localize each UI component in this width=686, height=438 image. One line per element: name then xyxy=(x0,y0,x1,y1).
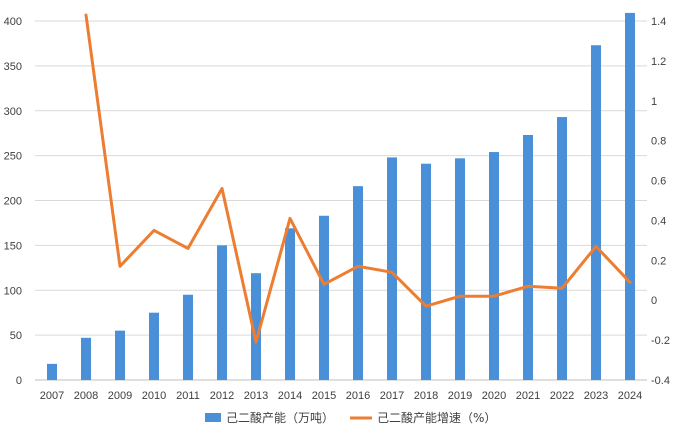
bar-series xyxy=(47,12,635,381)
legend: 己二酸产能（万吨） 己二酸产能增速（%） xyxy=(205,410,496,425)
x-tick-label: 2018 xyxy=(414,390,438,402)
right-axis-ticks: -0.4 -0.2 0 0.2 0.4 0.6 0.8 1 1.2 1.4 xyxy=(651,16,670,387)
bar xyxy=(523,134,533,380)
right-tick-label: 0.4 xyxy=(651,215,666,227)
x-tick-label: 2023 xyxy=(584,390,608,402)
right-tick-label: 0.2 xyxy=(651,255,666,267)
x-tick-label: 2022 xyxy=(550,390,574,402)
right-tick-label: 1.4 xyxy=(651,16,666,28)
bar xyxy=(387,157,397,380)
bar xyxy=(557,117,567,380)
x-axis-ticks: 2007 2008 2009 2010 2011 2012 2013 2014 2015 2016… xyxy=(40,390,642,402)
bar xyxy=(115,330,125,380)
legend-swatch-bar xyxy=(205,413,221,422)
x-tick-label: 2015 xyxy=(312,390,336,402)
x-tick-label: 2020 xyxy=(482,390,506,402)
right-tick-label: 0 xyxy=(651,295,657,307)
right-tick-label: 0.8 xyxy=(651,136,666,148)
x-tick-label: 2014 xyxy=(278,390,302,402)
bar xyxy=(353,186,363,380)
right-tick-label: 1 xyxy=(651,96,657,108)
bar xyxy=(183,294,193,380)
left-tick-label: 350 xyxy=(4,61,22,73)
left-tick-label: 200 xyxy=(4,196,22,208)
right-tick-label: -0.2 xyxy=(651,335,670,347)
x-tick-label: 2009 xyxy=(108,390,132,402)
bar xyxy=(421,163,431,380)
x-tick-label: 2013 xyxy=(244,390,268,402)
left-tick-label: 400 xyxy=(4,16,22,28)
bar xyxy=(285,228,295,380)
left-tick-label: 0 xyxy=(16,375,22,387)
series-line xyxy=(84,13,632,344)
right-tick-label: 0.6 xyxy=(651,176,666,188)
right-tick-label: 1.2 xyxy=(651,56,666,68)
x-tick-label: 2016 xyxy=(346,390,370,402)
gridlines xyxy=(35,20,647,381)
bar xyxy=(625,12,635,381)
x-tick-label: 2017 xyxy=(380,390,404,402)
bar xyxy=(455,158,465,380)
bar xyxy=(47,363,57,380)
x-tick-label: 2011 xyxy=(176,390,200,402)
x-tick-label: 2024 xyxy=(618,390,642,402)
bar xyxy=(489,152,499,380)
x-tick-label: 2007 xyxy=(40,390,64,402)
left-tick-label: 50 xyxy=(10,330,22,342)
x-tick-label: 2008 xyxy=(74,390,98,402)
bar xyxy=(149,312,159,380)
legend-label-line: 己二酸产能增速（%） xyxy=(377,410,496,425)
legend-label-bar: 己二酸产能（万吨） xyxy=(226,410,334,425)
bar xyxy=(251,273,261,380)
right-tick-label: -0.4 xyxy=(651,375,670,387)
bar xyxy=(217,245,227,380)
left-axis-ticks: 0 50 100 150 200 250 300 350 400 xyxy=(4,16,22,387)
bar xyxy=(81,337,91,380)
line-series xyxy=(84,13,632,344)
bar xyxy=(319,215,329,380)
x-tick-label: 2019 xyxy=(448,390,472,402)
left-tick-label: 100 xyxy=(4,285,22,297)
x-tick-label: 2012 xyxy=(210,390,234,402)
left-tick-label: 250 xyxy=(4,151,22,163)
left-tick-label: 300 xyxy=(4,106,22,118)
bar xyxy=(591,45,601,381)
left-tick-label: 150 xyxy=(4,240,22,252)
x-tick-label: 2010 xyxy=(142,390,166,402)
x-tick-label: 2021 xyxy=(516,390,540,402)
